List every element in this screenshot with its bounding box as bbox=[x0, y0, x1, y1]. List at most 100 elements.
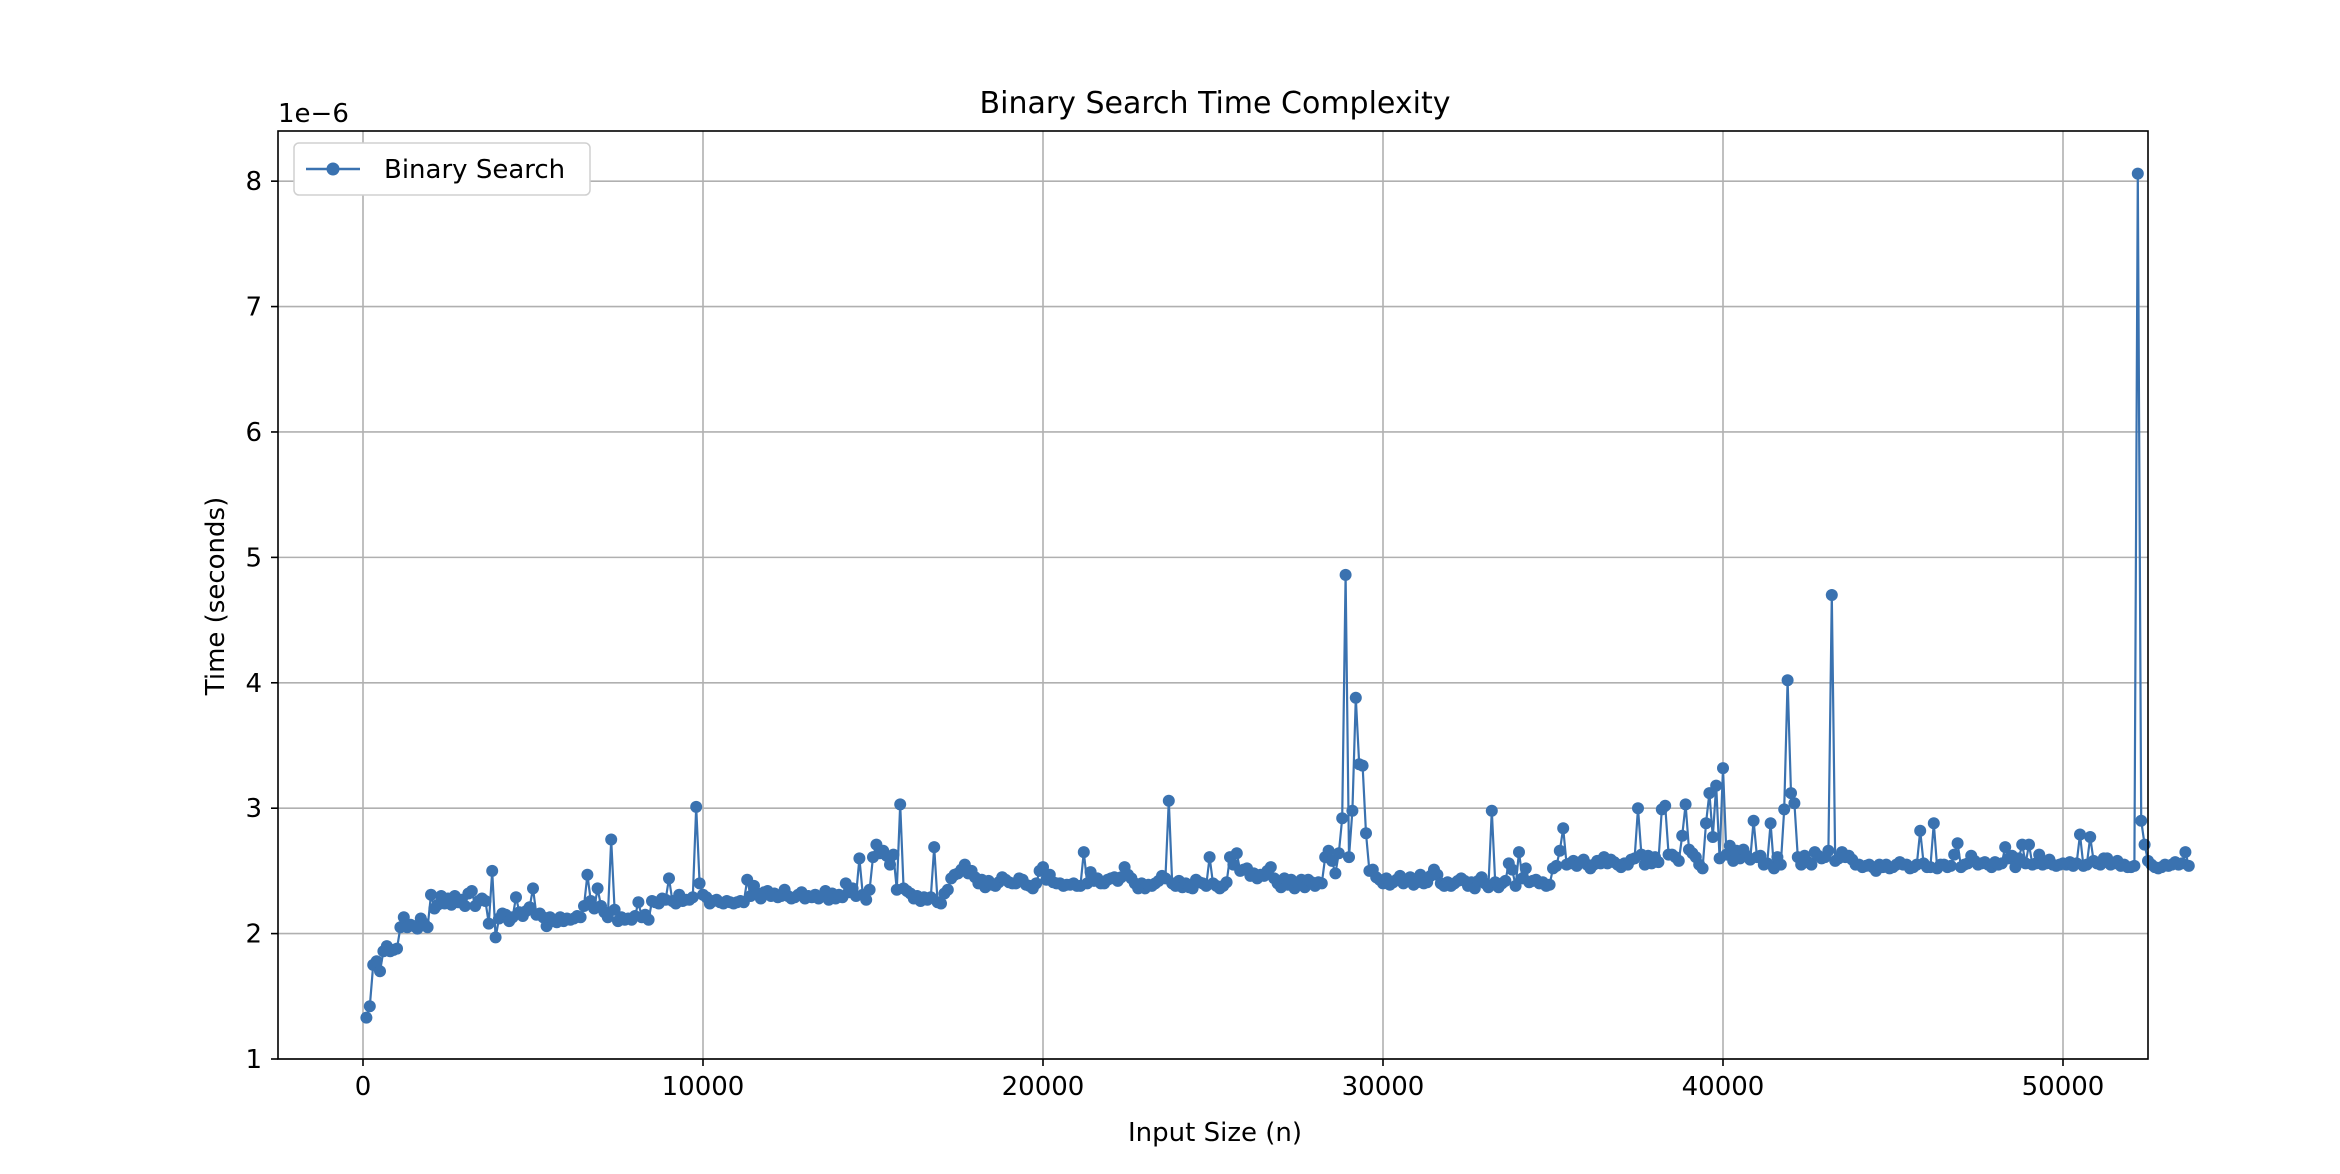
data-point bbox=[1951, 837, 1964, 850]
data-point bbox=[1747, 814, 1760, 827]
data-point bbox=[894, 798, 907, 811]
data-point bbox=[1672, 854, 1685, 867]
data-point bbox=[690, 800, 703, 813]
x-tick-label: 30000 bbox=[1342, 1072, 1425, 1102]
data-point bbox=[853, 852, 866, 865]
data-point bbox=[1030, 877, 1043, 890]
data-point bbox=[1805, 858, 1818, 871]
data-point bbox=[605, 833, 618, 846]
y-tick-label: 3 bbox=[245, 794, 262, 824]
data-point bbox=[1553, 844, 1566, 857]
data-point bbox=[884, 858, 896, 871]
data-point bbox=[1506, 863, 1519, 876]
data-point bbox=[459, 900, 471, 912]
data-point bbox=[1264, 861, 1277, 874]
data-point bbox=[686, 891, 699, 904]
data-point bbox=[2182, 859, 2195, 872]
data-point bbox=[887, 848, 900, 861]
data-point bbox=[465, 885, 478, 897]
data-point bbox=[363, 1000, 376, 1013]
data-point bbox=[2128, 859, 2141, 872]
data-point bbox=[574, 911, 587, 924]
data-point bbox=[693, 877, 706, 890]
data-point bbox=[1785, 787, 1797, 800]
data-point bbox=[1825, 589, 1838, 601]
data-point bbox=[581, 868, 594, 881]
data-point bbox=[1513, 846, 1525, 859]
y-tick-label: 8 bbox=[245, 167, 262, 197]
data-point bbox=[1346, 804, 1359, 817]
legend-entry-binary-search: Binary Search bbox=[384, 155, 565, 185]
series-markers bbox=[360, 167, 2195, 1024]
data-point bbox=[1550, 859, 1563, 872]
data-point bbox=[1927, 817, 1940, 830]
data-point bbox=[1519, 862, 1532, 875]
data-point bbox=[1230, 847, 1243, 860]
data-point bbox=[1329, 867, 1342, 880]
data-point bbox=[374, 965, 386, 978]
data-point bbox=[1543, 878, 1556, 891]
data-point bbox=[1652, 856, 1665, 869]
data-point bbox=[1696, 862, 1709, 875]
data-point bbox=[479, 895, 492, 907]
data-point bbox=[642, 913, 655, 926]
data-point bbox=[489, 931, 502, 944]
data-point bbox=[1914, 824, 1927, 837]
data-point bbox=[2138, 838, 2151, 851]
data-point bbox=[1162, 794, 1175, 807]
data-point bbox=[863, 883, 876, 896]
data-point bbox=[1944, 859, 1957, 872]
data-point bbox=[1077, 846, 1090, 859]
data-point bbox=[1220, 876, 1233, 889]
data-point bbox=[1679, 798, 1692, 811]
data-point bbox=[860, 893, 873, 906]
y-tick-label: 6 bbox=[245, 418, 262, 448]
data-point bbox=[360, 1011, 373, 1024]
data-point bbox=[391, 942, 403, 955]
data-point bbox=[425, 888, 437, 901]
chart-title: Binary Search Time Complexity bbox=[980, 86, 1451, 121]
x-tick-label: 40000 bbox=[1682, 1072, 1765, 1102]
data-point bbox=[1632, 802, 1644, 815]
plot-frame bbox=[277, 130, 2149, 1060]
x-axis-ticks: 0 10000 20000 30000 40000 50000 bbox=[355, 1059, 2104, 1102]
data-point bbox=[663, 872, 675, 885]
data-point bbox=[2179, 846, 2192, 859]
data-point bbox=[510, 891, 522, 904]
data-point bbox=[1485, 804, 1498, 817]
legend: Binary Search bbox=[293, 142, 591, 196]
data-point bbox=[1710, 779, 1723, 792]
data-point bbox=[370, 955, 383, 968]
data-point bbox=[2135, 814, 2148, 827]
data-point bbox=[1339, 568, 1352, 581]
data-point bbox=[1676, 829, 1689, 842]
data-point bbox=[1822, 844, 1835, 857]
data-point bbox=[1203, 851, 1216, 864]
data-point bbox=[1360, 827, 1372, 840]
data-point bbox=[2131, 167, 2144, 180]
data-point bbox=[935, 897, 947, 910]
y-axis-label: Time (seconds) bbox=[201, 497, 231, 696]
data-point bbox=[1764, 817, 1777, 830]
data-point bbox=[527, 882, 539, 895]
data-point bbox=[1343, 851, 1355, 864]
x-tick-label: 0 bbox=[355, 1072, 372, 1102]
data-point bbox=[2084, 831, 2097, 843]
data-point bbox=[1499, 874, 1512, 887]
data-point bbox=[1349, 691, 1362, 704]
data-point bbox=[941, 883, 954, 896]
plot-series-group bbox=[360, 167, 2195, 1024]
x-axis-label: Input Size (n) bbox=[1128, 1118, 1302, 1148]
data-point bbox=[1356, 759, 1369, 772]
x-tick-label: 10000 bbox=[662, 1072, 745, 1102]
data-point bbox=[928, 841, 941, 854]
data-point bbox=[1700, 817, 1712, 830]
data-point bbox=[2033, 848, 2046, 861]
y-axis-ticks: 1 2 3 4 5 6 7 8 bbox=[245, 167, 278, 1075]
data-point bbox=[486, 864, 499, 877]
data-point bbox=[632, 896, 645, 909]
data-point bbox=[1717, 762, 1729, 775]
data-point bbox=[421, 921, 434, 934]
y-tick-label: 7 bbox=[245, 293, 262, 323]
